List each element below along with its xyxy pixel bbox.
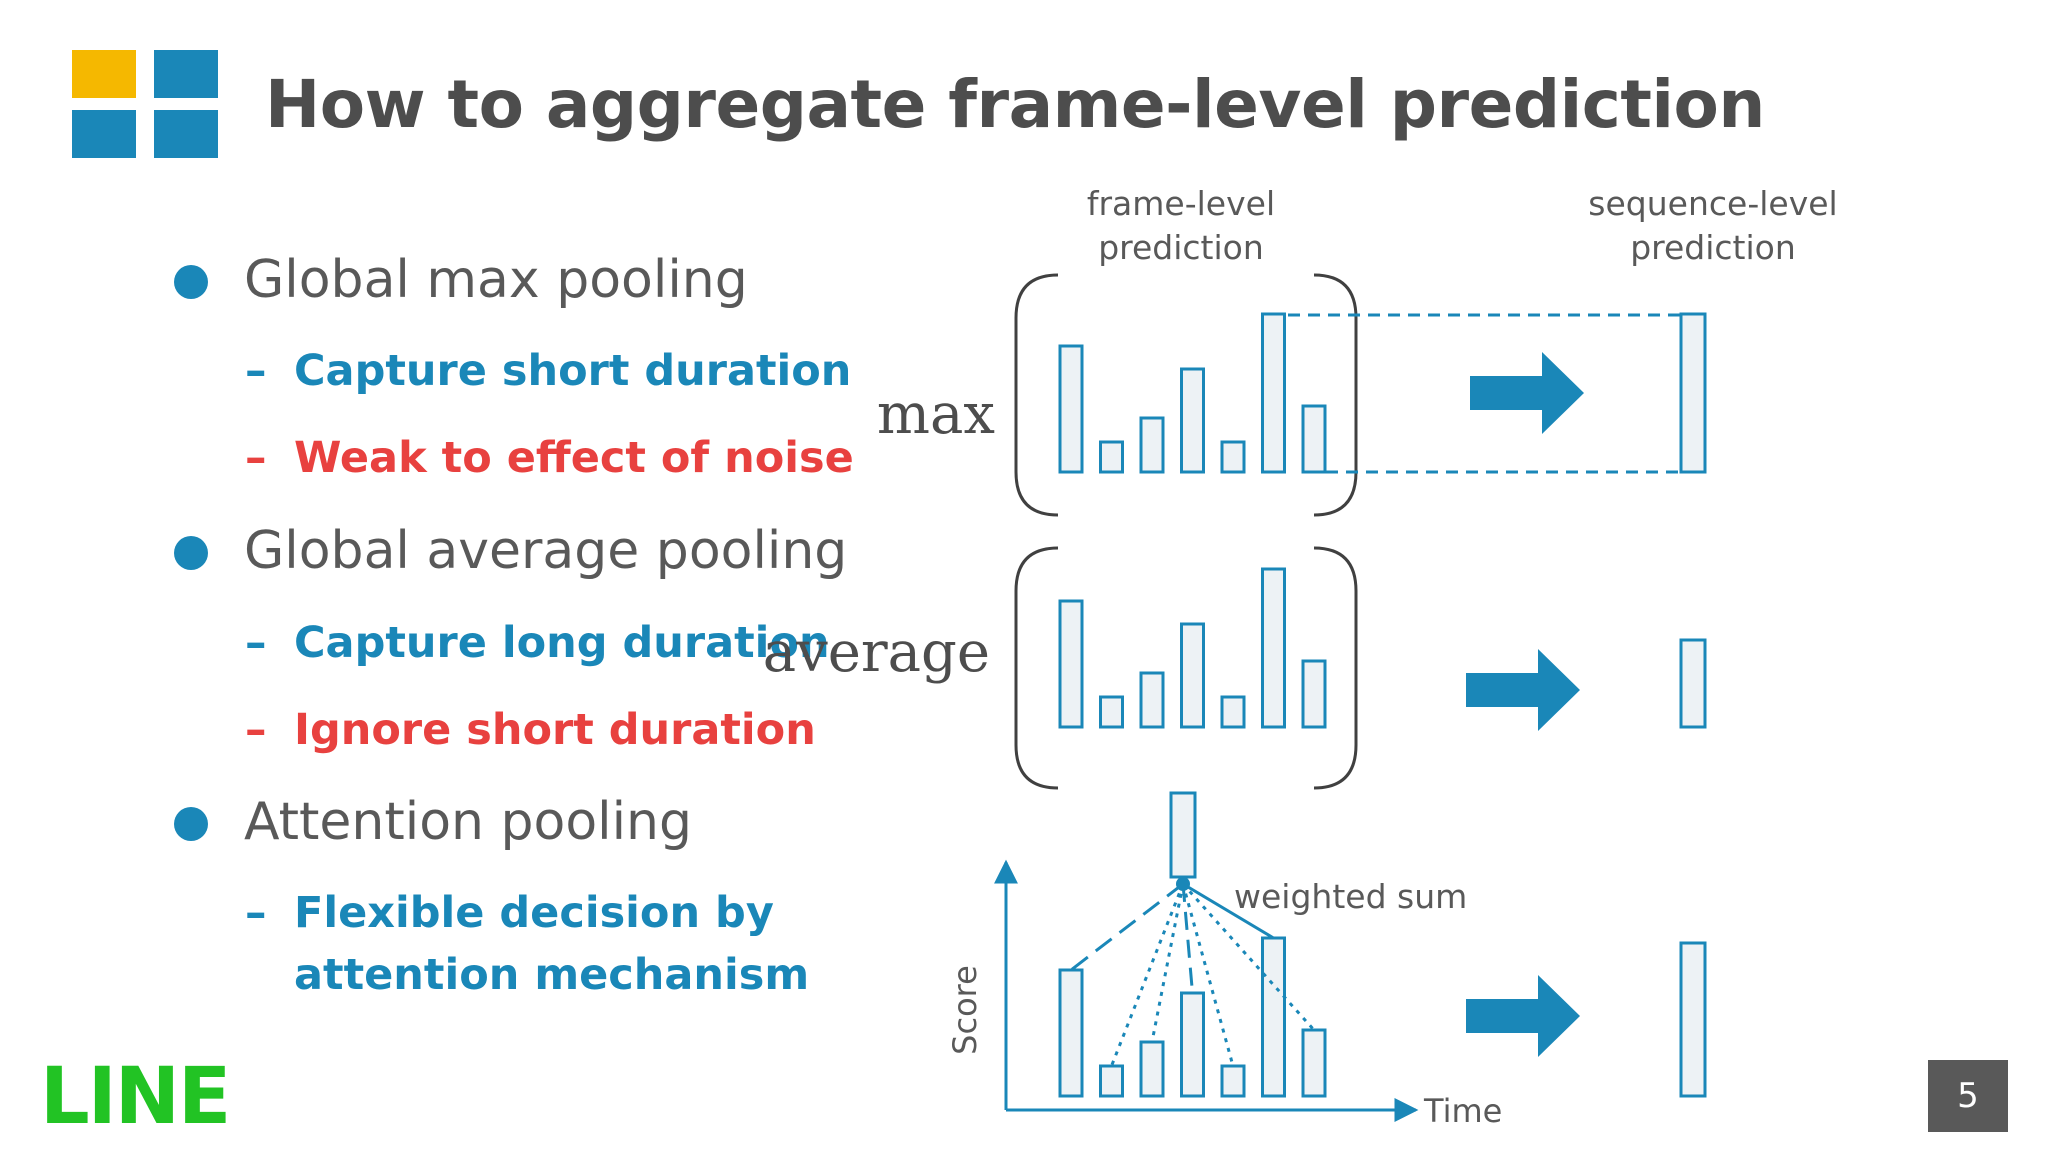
right-arrow-icon [1466, 649, 1580, 731]
attention-weight-line [1181, 882, 1316, 1032]
slide-logo-grid [72, 50, 218, 158]
sub-bullet-text: Weak to effect of noise [294, 433, 854, 483]
sub-bullet-text: Flexible decision by [294, 888, 774, 938]
attention-weight-line [1150, 883, 1185, 1043]
sub-bullet: – Capture short duration [245, 346, 851, 396]
logo-square-blue [154, 110, 218, 158]
sub-bullet: – Flexible decision by [245, 888, 774, 938]
sub-bullet-text-continued: attention mechanism [294, 950, 810, 1000]
line-logo: LINE [40, 1052, 231, 1142]
sub-bullet: – Ignore short duration [245, 705, 816, 755]
attention-weight-line [1182, 882, 1275, 940]
frame-bar [1058, 599, 1084, 729]
bullet-dot [174, 265, 208, 299]
frame-bars-attention [1058, 936, 1327, 1098]
sequence-output-attention-bar [1679, 941, 1707, 1098]
weighted-sum-label: weighted sum [1234, 877, 1467, 916]
attention-weight-line [1070, 882, 1184, 972]
frame-bar [1301, 404, 1327, 474]
frame-bar [1220, 1064, 1246, 1098]
weighted-sum-box [1169, 791, 1197, 879]
frame-bar [1261, 936, 1286, 1098]
frame-bar [1058, 344, 1084, 474]
sub-bullet-text: Ignore short duration [294, 705, 816, 755]
x-axis-label: Time [1423, 1092, 1502, 1130]
sub-bullet-text: Capture long duration [294, 618, 830, 668]
logo-square-blue [72, 110, 136, 158]
y-axis-label: Score [946, 965, 984, 1055]
right-arrow-icon [1466, 975, 1580, 1057]
logo-square-yellow [72, 50, 136, 98]
attention-weight-line [1181, 883, 1194, 994]
frame-bar [1301, 659, 1327, 729]
sub-bullet-text: Capture short duration [294, 346, 852, 396]
max-label: max [877, 382, 995, 447]
frame-bar [1261, 312, 1286, 474]
frame-bars-max [1058, 312, 1327, 474]
frame-bar [1220, 440, 1246, 474]
frame-bar [1099, 1064, 1124, 1098]
sequence-level-header: prediction [1630, 228, 1796, 267]
sub-bullet: – Weak to effect of noise [245, 433, 854, 483]
frame-bar [1301, 1028, 1327, 1098]
frame-bar [1180, 622, 1205, 729]
right-bracket-average [1313, 546, 1358, 790]
frame-bar [1220, 695, 1246, 729]
frame-bar [1180, 991, 1205, 1098]
frame-bar [1261, 567, 1286, 729]
frame-bar [1139, 671, 1165, 729]
left-bracket-max [1014, 273, 1059, 517]
dash-marker: – [245, 433, 267, 483]
right-bracket-max [1313, 273, 1358, 517]
left-bracket-average [1014, 546, 1059, 790]
page-number: 5 [1928, 1060, 2008, 1132]
frame-bar [1099, 695, 1124, 729]
bullet-attention-pooling: Attention pooling [244, 792, 693, 852]
bullet-dot [174, 807, 208, 841]
bullet-global-max-pooling: Global max pooling [244, 250, 748, 310]
right-arrow-icon [1470, 352, 1584, 434]
dash-marker: – [245, 618, 267, 668]
bullet-global-average-pooling: Global average pooling [244, 521, 848, 581]
frame-level-header: prediction [1098, 228, 1264, 267]
frame-bar [1139, 416, 1165, 474]
frame-bar [1139, 1040, 1165, 1098]
attention-weight-line [1110, 883, 1185, 1067]
bullet-dot [174, 536, 208, 570]
dash-marker: – [245, 705, 267, 755]
attention-weight-line [1181, 883, 1235, 1067]
dash-marker: – [245, 888, 267, 938]
frame-level-header: frame-level [1087, 184, 1275, 223]
logo-square-blue [154, 50, 218, 98]
frame-bar [1058, 968, 1084, 1098]
frame-bars-average [1058, 567, 1327, 729]
dash-marker: – [245, 346, 267, 396]
slide-title: How to aggregate frame-level prediction [265, 66, 1765, 143]
average-label: average [763, 620, 990, 685]
sequence-output-max-bar [1679, 312, 1707, 474]
attention-weight-lines [1070, 882, 1316, 1067]
sequence-level-header: sequence-level [1588, 184, 1837, 223]
sequence-output-average-bar [1679, 638, 1707, 729]
frame-bar [1099, 440, 1124, 474]
frame-bar [1180, 367, 1205, 474]
weighted-sum-node [1176, 877, 1190, 891]
sub-bullet: – Capture long duration [245, 618, 830, 668]
